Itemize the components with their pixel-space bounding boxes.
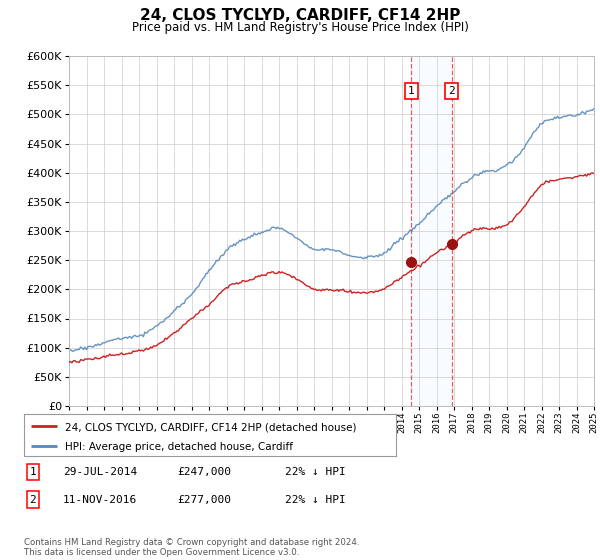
Text: £277,000: £277,000 [177,494,231,505]
Text: 11-NOV-2016: 11-NOV-2016 [63,494,137,505]
Text: HPI: Average price, detached house, Cardiff: HPI: Average price, detached house, Card… [65,442,293,452]
Text: 29-JUL-2014: 29-JUL-2014 [63,467,137,477]
Text: 2: 2 [448,86,455,96]
Text: 22% ↓ HPI: 22% ↓ HPI [285,494,346,505]
Text: 1: 1 [408,86,415,96]
Text: 1: 1 [29,467,37,477]
Bar [412,56,452,406]
Text: 2: 2 [29,494,37,505]
Text: 24, CLOS TYCLYD, CARDIFF, CF14 2HP: 24, CLOS TYCLYD, CARDIFF, CF14 2HP [140,8,460,24]
Text: £247,000: £247,000 [177,467,231,477]
Text: 24, CLOS TYCLYD, CARDIFF, CF14 2HP (detached house): 24, CLOS TYCLYD, CARDIFF, CF14 2HP (deta… [65,422,356,432]
Text: Price paid vs. HM Land Registry's House Price Index (HPI): Price paid vs. HM Land Registry's House … [131,21,469,34]
Text: 22% ↓ HPI: 22% ↓ HPI [285,467,346,477]
Text: Contains HM Land Registry data © Crown copyright and database right 2024.
This d: Contains HM Land Registry data © Crown c… [24,538,359,557]
